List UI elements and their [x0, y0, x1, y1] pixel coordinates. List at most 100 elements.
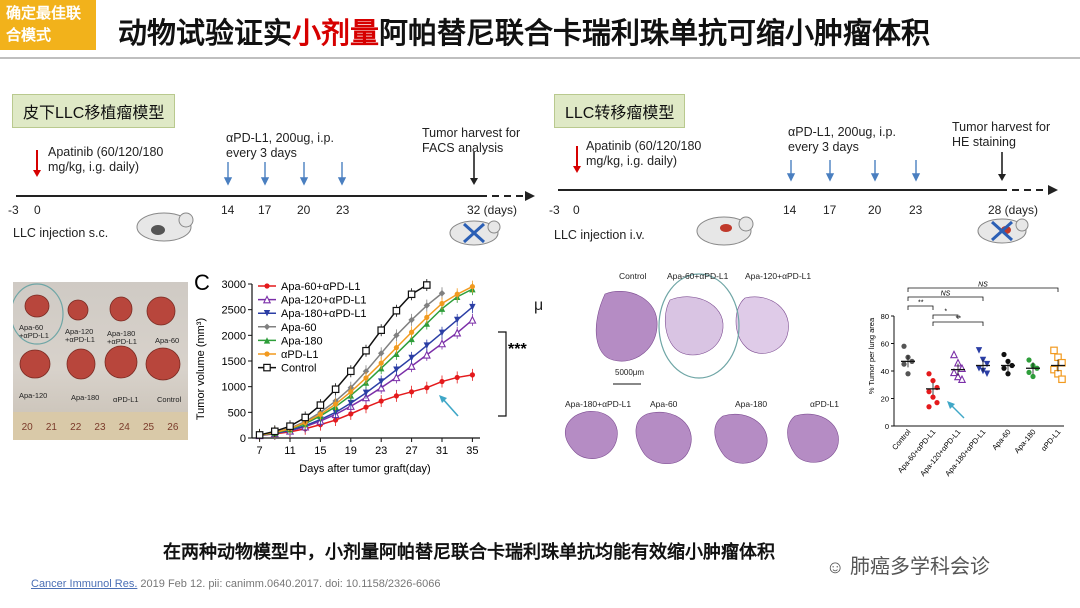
- series-point: [348, 411, 354, 417]
- right-tick-label: 20: [868, 203, 882, 217]
- series-point: [316, 401, 325, 409]
- lung-y-tick-label: 60: [881, 340, 889, 349]
- series-point: [409, 389, 415, 395]
- series-point: [423, 342, 430, 349]
- series-point: [333, 401, 339, 407]
- he-label: Control: [619, 271, 647, 281]
- lung-bracket-label: **: [918, 300, 924, 307]
- he-highlight-circle: [658, 273, 740, 379]
- right-model-tag: LLC转移瘤模型: [554, 94, 686, 128]
- volume-y-tick-label: 500: [228, 407, 246, 419]
- lung-axes: 020406080ControlApa-60+αPD-L1Apa-120+αPD…: [881, 312, 1064, 478]
- lung-point: [1050, 346, 1058, 355]
- lung-point: [1050, 365, 1058, 374]
- lung-y-tick-label: 20: [881, 395, 889, 404]
- series-point: [393, 345, 399, 351]
- right-apatinib-arrowhead: [573, 166, 581, 173]
- wechat-icon: ☺: [826, 557, 845, 577]
- series-point: [363, 375, 369, 381]
- lung-point: [930, 378, 936, 384]
- right-pdl1-arrows: [786, 160, 921, 182]
- series-point: [378, 360, 384, 366]
- he-label: Apa-180+αPD-L1: [565, 399, 632, 409]
- series-point: [331, 385, 340, 394]
- lung-point: [1058, 375, 1066, 384]
- legend-label: Apa-120+αPD-L1: [281, 295, 367, 307]
- right-timeline-arrowhead: [1048, 185, 1058, 195]
- lung-point: [949, 350, 959, 359]
- volume-y-tick-label: 0: [240, 433, 246, 445]
- photo-label: αPD-L1: [113, 395, 139, 404]
- lung-point: [926, 404, 932, 410]
- right-pdl1-note: αPD-L1, 200ug, i.p. every 3 days: [788, 125, 896, 155]
- watermark: ☺ 肺癌多学科会诊: [826, 550, 990, 579]
- volume-x-tick-label: 23: [375, 445, 387, 457]
- significance-bracket: [498, 331, 507, 417]
- series-point: [348, 389, 354, 395]
- lung-bracket: [907, 287, 1059, 292]
- left-apatinib-line-2: mg/kg, i.g. daily): [48, 160, 140, 174]
- ruler-number: 24: [118, 422, 130, 433]
- lung-y-tick-label: 40: [881, 367, 889, 376]
- lung-point: [1001, 351, 1007, 358]
- lung-bracket-label: NS: [941, 291, 951, 298]
- lung-bracket-label: **: [955, 316, 961, 323]
- citation: Cancer Immunol Res. 2019 Feb 12. pii: ca…: [31, 578, 441, 590]
- lung-point: [975, 365, 983, 372]
- volume-y-tick-label: 3000: [222, 279, 246, 291]
- series-point: [255, 431, 264, 439]
- lung-point: [901, 361, 907, 367]
- left-tick-label: 32 (days): [467, 203, 518, 217]
- series-point: [378, 350, 385, 357]
- lung-point: [905, 371, 911, 377]
- right-pdl1-line-1: αPD-L1, 200ug, i.p.: [788, 125, 896, 139]
- series-point: [437, 339, 447, 348]
- ruler-number: 22: [70, 422, 82, 433]
- ruler-number: 25: [142, 422, 155, 433]
- legend-label: Apa-60: [281, 322, 316, 334]
- section-badge: 确定最佳联 合模式: [0, 0, 96, 50]
- legend-marker: [263, 363, 271, 372]
- series-point: [392, 306, 401, 315]
- series-point: [408, 335, 415, 343]
- left-pdl1-line-2: every 3 days: [226, 146, 297, 160]
- legend-label: Apa-180+αPD-L1: [281, 308, 367, 320]
- left-harvest-arrowhead: [470, 178, 478, 185]
- tumor-highlight-circle: [13, 283, 64, 345]
- series-point: [423, 302, 430, 309]
- series-point: [347, 367, 355, 376]
- right-tick-label: 0: [573, 203, 580, 217]
- lung-point: [1026, 369, 1032, 375]
- volume-x-tick-label: 15: [314, 445, 326, 457]
- series-point: [454, 374, 460, 381]
- volume-x-tick-label: 27: [405, 445, 417, 457]
- citation-journal-link[interactable]: Cancer Immunol Res.: [31, 578, 138, 590]
- lung-point: [901, 343, 907, 349]
- lung-area-chart: 020406080ControlApa-60+αPD-L1Apa-120+αPD…: [867, 282, 1066, 478]
- lung-ylabel: % Tumor per lung area: [867, 317, 876, 394]
- left-tick-label: 17: [258, 203, 272, 217]
- series-point: [469, 303, 476, 311]
- left-pdl1-line-1: αPD-L1, 200ug, i.p.: [226, 131, 334, 145]
- volume-x-tick-label: 35: [466, 445, 478, 457]
- right-tick-label: 23: [909, 203, 923, 217]
- he-label: Apa-120+αPD-L1: [745, 271, 812, 281]
- left-timeline-arrowhead: [525, 191, 535, 201]
- left-model-tag: 皮下LLC移植瘤模型: [12, 94, 176, 128]
- title-pre: 动物试验证实: [118, 16, 293, 50]
- series-point: [393, 366, 400, 373]
- legend-marker: [262, 295, 272, 304]
- lung-point: [1001, 365, 1007, 371]
- series-point: [362, 346, 370, 355]
- left-harvest-note: Tumor harvest for FACS analysis: [422, 126, 520, 156]
- series-point: [301, 413, 310, 422]
- series-point: [362, 368, 370, 375]
- lung-highlight-arrowhead: [947, 401, 955, 409]
- series-point: [363, 404, 369, 410]
- series-point: [407, 290, 416, 299]
- title-highlight: 小剂量: [292, 16, 380, 50]
- series-point: [347, 399, 354, 407]
- right-injection-label: LLC injection i.v.: [554, 228, 645, 242]
- volume-ylabel: Tumor volume (mm³): [195, 318, 207, 420]
